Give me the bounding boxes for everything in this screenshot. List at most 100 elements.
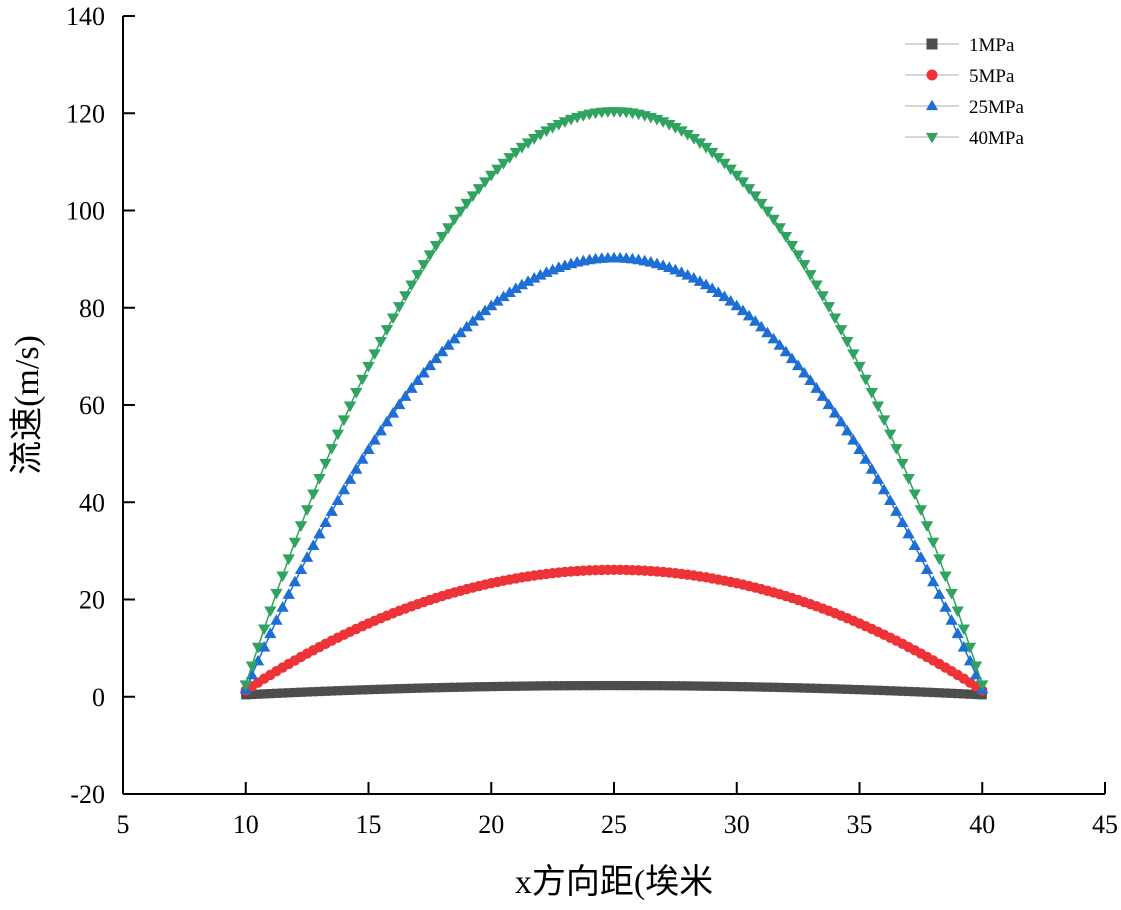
data-point xyxy=(732,681,742,692)
data-point xyxy=(466,191,479,202)
y-tick-label: -20 xyxy=(70,780,105,809)
data-point xyxy=(755,198,768,210)
data-point xyxy=(940,688,951,698)
data-point xyxy=(327,686,337,696)
data-point xyxy=(386,313,400,325)
data-point xyxy=(891,686,901,696)
data-point xyxy=(963,642,977,654)
data-point xyxy=(466,315,479,326)
data-point xyxy=(509,282,522,294)
data-point xyxy=(478,304,492,316)
data-point xyxy=(775,682,785,693)
data-point xyxy=(627,680,638,691)
data-point xyxy=(945,614,958,625)
data-point xyxy=(247,689,257,700)
data-point xyxy=(922,687,932,697)
data-point xyxy=(928,687,938,698)
data-point xyxy=(848,684,858,695)
data-point xyxy=(356,453,369,464)
data-point xyxy=(393,398,406,410)
data-point xyxy=(976,680,989,692)
data-point xyxy=(871,401,885,413)
data-point xyxy=(744,682,754,692)
data-point xyxy=(730,299,743,311)
data-point xyxy=(511,681,521,691)
data-point xyxy=(873,685,883,695)
data-point xyxy=(296,687,306,697)
data-point xyxy=(633,681,644,691)
data-point xyxy=(320,686,331,696)
legend-marker xyxy=(925,99,939,111)
data-point xyxy=(406,683,417,693)
data-point xyxy=(884,429,897,441)
data-point xyxy=(867,685,877,695)
x-tick-label: 15 xyxy=(356,810,382,839)
legend-label: 5MPa xyxy=(969,66,1015,87)
data-point xyxy=(534,268,547,280)
series-layer xyxy=(239,107,989,700)
data-point xyxy=(914,505,928,516)
data-point xyxy=(584,681,595,691)
data-point xyxy=(699,142,713,154)
data-point xyxy=(313,474,326,485)
data-point xyxy=(442,223,455,234)
data-point xyxy=(959,689,969,699)
data-point xyxy=(934,688,944,698)
data-point xyxy=(719,681,730,691)
data-point xyxy=(689,681,699,691)
data-point xyxy=(343,401,357,413)
data-point xyxy=(847,349,860,360)
data-point xyxy=(761,206,774,218)
y-tick-label: 0 xyxy=(92,683,105,712)
data-point xyxy=(971,689,981,700)
data-point xyxy=(282,554,295,566)
data-point xyxy=(300,551,314,562)
data-point xyxy=(462,682,472,692)
data-point xyxy=(687,134,700,145)
data-point xyxy=(528,271,541,283)
data-point xyxy=(706,282,719,294)
data-point xyxy=(411,374,424,386)
data-point xyxy=(425,683,435,693)
data-point xyxy=(799,683,809,693)
data-point xyxy=(810,280,823,292)
data-point xyxy=(738,682,748,692)
data-point xyxy=(767,332,780,344)
data-point xyxy=(419,683,429,693)
data-point xyxy=(399,291,412,302)
data-point xyxy=(914,551,928,562)
data-point xyxy=(824,684,834,694)
x-axis-title: x方向距(埃米 xyxy=(515,863,713,901)
data-point xyxy=(816,291,829,302)
data-point xyxy=(480,682,490,692)
data-point xyxy=(897,686,908,696)
data-point xyxy=(325,444,338,455)
data-point xyxy=(417,260,430,271)
data-point xyxy=(904,686,914,697)
data-point xyxy=(413,683,423,693)
data-point xyxy=(284,688,294,698)
ticks-layer: 5 10 15 20 25 30 35 40 45 -20 0 20 40 60 80 100 120 140 xyxy=(66,2,1118,839)
data-point xyxy=(693,275,707,286)
data-point xyxy=(448,332,461,344)
data-point xyxy=(264,627,277,639)
data-point xyxy=(491,294,504,306)
data-point xyxy=(265,689,275,699)
data-point xyxy=(382,684,392,694)
data-point xyxy=(548,681,558,691)
data-point xyxy=(699,278,713,290)
data-point xyxy=(853,443,866,455)
data-point xyxy=(468,682,478,692)
y-axis-title: 流速(m/s) xyxy=(8,335,46,475)
data-point xyxy=(676,681,687,691)
data-point xyxy=(706,147,719,159)
data-point xyxy=(785,241,799,252)
data-point xyxy=(388,684,398,694)
data-point xyxy=(822,398,835,410)
data-point xyxy=(528,134,541,145)
data-point xyxy=(374,337,387,348)
series-25MPa xyxy=(239,251,989,694)
data-point xyxy=(920,521,934,532)
legend-label: 40MPa xyxy=(969,128,1024,149)
data-point xyxy=(259,689,269,699)
